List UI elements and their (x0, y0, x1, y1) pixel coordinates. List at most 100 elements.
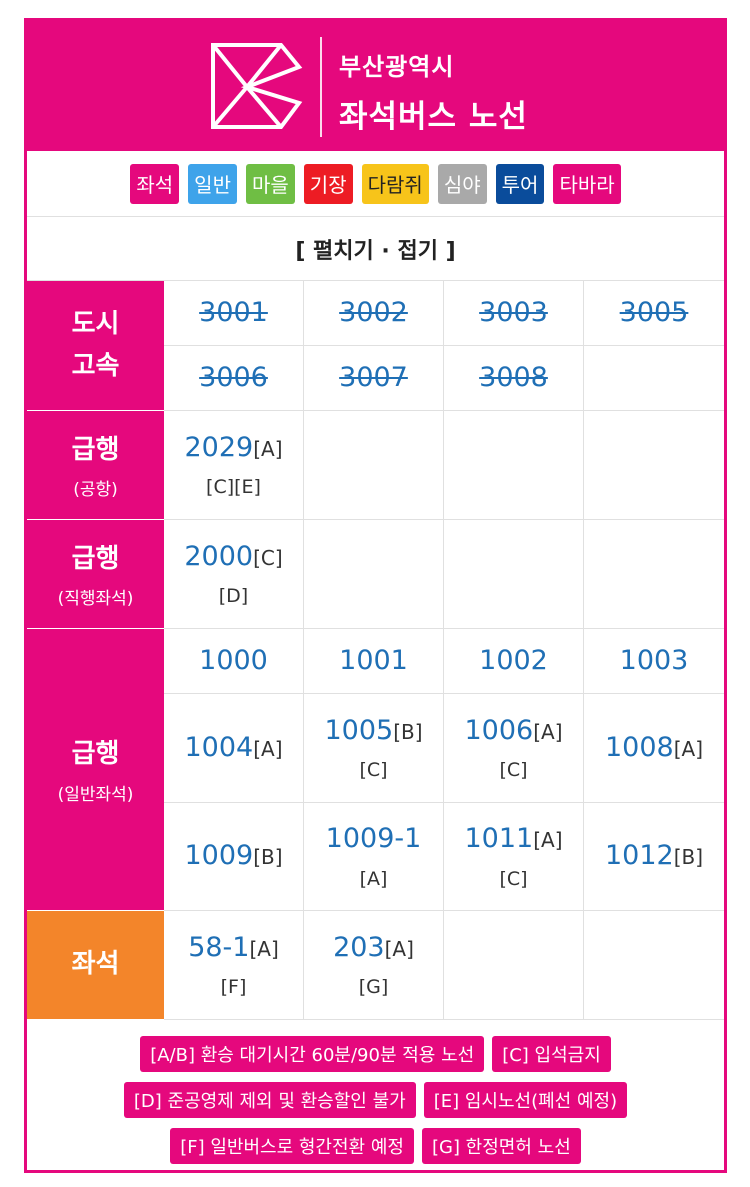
route-link[interactable]: 1012[B] (605, 840, 703, 872)
expand-collapse-toggle[interactable]: [ 펼치기 · 접기 ] (27, 217, 724, 281)
route-note: [F] (220, 976, 247, 999)
header-divider (320, 37, 322, 137)
route-link[interactable]: 3008 (479, 361, 548, 393)
route-note: [A] (359, 867, 388, 890)
route-cell: 203[A] [G] (304, 911, 444, 1020)
busan-logo-icon (211, 43, 303, 129)
route-cell: 1003 (584, 629, 724, 694)
legend-item: [D] 준공영제 제외 및 환승할인 불가 (123, 1082, 416, 1118)
tab-general[interactable]: 일반 (188, 163, 237, 204)
route-note: [C] (499, 759, 528, 782)
route-link[interactable]: 3007 (339, 361, 408, 393)
tab-tour[interactable]: 투어 (495, 163, 545, 204)
route-mark: [A] (673, 736, 703, 761)
route-link[interactable]: 1006[A] (464, 715, 562, 747)
route-link[interactable]: 2000[C] (184, 541, 282, 573)
route-link[interactable]: 3006 (199, 361, 268, 393)
route-cell: 3002 (304, 281, 444, 346)
route-number: 1011 (464, 823, 534, 855)
route-link[interactable]: 1003 (619, 644, 689, 676)
route-cell: 2000[C] [D] (164, 520, 304, 629)
route-mark: [A] (533, 719, 563, 744)
legend: [A/B] 환승 대기시간 60분/90분 적용 노선 [C] 입석금지 [D]… (27, 1020, 724, 1164)
route-cell: 3007 (304, 346, 444, 411)
route-cell: 3003 (444, 281, 584, 346)
tab-daramjwi[interactable]: 다람쥐 (361, 163, 429, 204)
route-link[interactable]: 3003 (479, 296, 548, 328)
category-label: 급행 (71, 739, 120, 770)
route-note: [C] (359, 759, 388, 782)
route-link[interactable]: 1005[B] (324, 715, 422, 747)
route-link[interactable]: 1000 (199, 644, 268, 676)
route-cell: 1006[A] [C] (444, 694, 584, 803)
empty-cell (584, 911, 724, 1020)
category-label: 급행 (71, 543, 120, 574)
empty-cell (584, 346, 724, 411)
route-note: [C] (499, 867, 528, 890)
route-link[interactable]: 3005 (619, 296, 689, 328)
route-mark: [A] (533, 828, 563, 853)
route-number: 1006 (464, 714, 534, 746)
route-link[interactable]: 1004[A] (184, 732, 282, 764)
route-link[interactable]: 2029[A] (184, 432, 282, 464)
route-cell: 1005[B] [C] (304, 694, 444, 803)
header: 부산광역시 좌석버스 노선 (27, 21, 724, 151)
route-number: 1005 (324, 714, 394, 746)
route-mark: [B] (253, 845, 283, 870)
route-mark: [A] (253, 736, 283, 761)
tab-seat[interactable]: 좌석 (130, 163, 180, 204)
route-link[interactable]: 58-1[A] (188, 932, 279, 964)
legend-row: [A/B] 환승 대기시간 60분/90분 적용 노선 [C] 입석금지 (140, 1036, 611, 1072)
route-mark: [A] (384, 936, 414, 961)
route-cell: 1001 (304, 629, 444, 694)
route-cell: 1004[A] (164, 694, 304, 803)
legend-item: [F] 일반버스로 형간전환 예정 (170, 1128, 414, 1164)
empty-cell (304, 411, 444, 520)
page-title: 좌석버스 노선 (339, 99, 528, 135)
route-cell: 2029[A] [C][E] (164, 411, 304, 520)
route-table: 도시 고속 3001 3002 3003 3005 3006 3007 3008… (27, 281, 724, 1020)
route-note: [D] (218, 585, 249, 608)
category-seat: 좌석 (27, 911, 164, 1020)
route-link[interactable]: 3002 (339, 296, 408, 328)
route-cell: 3008 (444, 346, 584, 411)
tab-gijang[interactable]: 기장 (303, 163, 353, 204)
route-mark: [A] (249, 936, 279, 961)
empty-cell (304, 520, 444, 629)
route-number: 1008 (604, 731, 674, 763)
route-cell: 1008[A] (584, 694, 724, 803)
empty-cell (584, 411, 724, 520)
empty-cell (444, 520, 584, 629)
tab-tabara[interactable]: 타바라 (553, 163, 621, 204)
route-mark: [B] (673, 845, 704, 870)
route-cell: 1000 (164, 629, 304, 694)
route-number: 58-1 (188, 931, 250, 963)
route-link[interactable]: 1009[B] (184, 840, 282, 872)
route-link[interactable]: 3001 (199, 296, 268, 328)
route-mark: [C] (253, 545, 283, 570)
category-sublabel: (직행좌석) (57, 589, 134, 610)
route-card: 부산광역시 좌석버스 노선 좌석 일반 마을 기장 다람쥐 심야 투어 타바라 … (24, 18, 727, 1173)
legend-item: [E] 임시노선(폐선 예정) (423, 1082, 628, 1118)
empty-cell (444, 411, 584, 520)
route-link[interactable]: 1008[A] (605, 732, 703, 764)
route-cell: 1002 (444, 629, 584, 694)
route-number: 1009 (184, 840, 254, 872)
route-number: 2000 (184, 540, 254, 572)
route-link[interactable]: 203[A] (333, 932, 414, 964)
tab-night[interactable]: 심야 (437, 163, 487, 204)
route-link[interactable]: 1001 (339, 644, 408, 676)
route-link[interactable]: 1002 (479, 644, 548, 676)
route-link[interactable]: 1009-1 (325, 823, 422, 855)
category-express-direct: 급행 (직행좌석) (27, 520, 164, 629)
route-number: 1004 (184, 731, 254, 763)
legend-item: [G] 한정면허 노선 (421, 1128, 581, 1164)
category-label: 도시 (71, 308, 120, 339)
category-express-airport: 급행 (공항) (27, 411, 164, 520)
route-number: 2029 (184, 431, 254, 463)
tab-village[interactable]: 마을 (245, 163, 295, 204)
route-cell: 3005 (584, 281, 724, 346)
route-cell: 58-1[A] [F] (164, 911, 304, 1020)
route-link[interactable]: 1011[A] (464, 823, 562, 855)
category-label: 좌석 (71, 949, 120, 980)
